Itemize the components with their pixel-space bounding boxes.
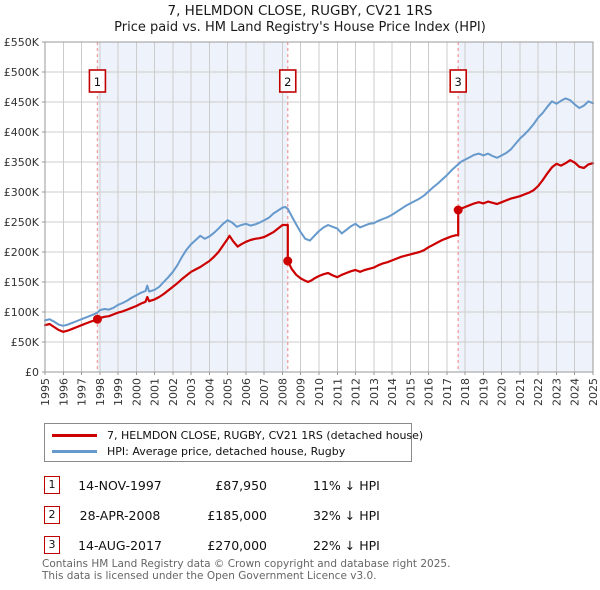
sale-point bbox=[92, 314, 102, 324]
sale-table-row: 3 14-AUG-2017 £270,000 22% ↓ HPI bbox=[0, 536, 600, 556]
x-tick-label: 1998 bbox=[94, 378, 107, 406]
y-tick-label: £400K bbox=[4, 126, 40, 139]
page-title: 7, HELMDON CLOSE, RUGBY, CV21 1RS bbox=[167, 3, 433, 19]
price-paid-line bbox=[43, 159, 595, 333]
x-tick-label: 2012 bbox=[350, 378, 363, 406]
x-tick-label: 2004 bbox=[203, 378, 216, 406]
sale-number-badge: 3 bbox=[44, 536, 60, 554]
y-tick-label: £350K bbox=[4, 156, 40, 169]
x-tick-label: 2002 bbox=[167, 378, 180, 406]
x-tick-label: 2013 bbox=[368, 378, 381, 406]
sale-marker-box bbox=[278, 69, 297, 93]
chart-legend: 7, HELMDON CLOSE, RUGBY, CV21 1RS (detac… bbox=[44, 423, 423, 462]
sale-marker-box bbox=[88, 69, 107, 93]
x-tick-label: 1999 bbox=[112, 378, 125, 406]
x-tick-label: 2010 bbox=[313, 378, 326, 406]
sale-number-badge: 2 bbox=[44, 506, 60, 524]
sale-marker-number: 2 bbox=[284, 75, 291, 89]
sale-point bbox=[453, 205, 463, 215]
sale-table-row: 2 28-APR-2008 £185,000 32% ↓ HPI bbox=[0, 506, 600, 526]
x-tick-label: 1996 bbox=[57, 378, 70, 406]
hpi-line-swatch bbox=[52, 449, 97, 453]
legend-label-price-paid: 7, HELMDON CLOSE, RUGBY, CV21 1RS (detac… bbox=[107, 428, 424, 442]
x-tick-label: 2015 bbox=[404, 378, 417, 406]
sale-vs-hpi: 11% ↓ HPI bbox=[313, 478, 380, 493]
ownership-shade bbox=[97, 42, 288, 372]
footer-licence: This data is licensed under the Open Gov… bbox=[42, 570, 377, 582]
x-tick-label: 2016 bbox=[423, 378, 436, 406]
sale-vs-hpi: 22% ↓ HPI bbox=[313, 538, 380, 553]
x-tick-label: 2009 bbox=[295, 378, 308, 406]
x-tick-label: 2025 bbox=[587, 378, 600, 406]
x-tick-label: 1997 bbox=[76, 378, 89, 406]
sale-price: £185,000 bbox=[207, 508, 267, 523]
y-tick-label: £50K bbox=[11, 336, 40, 349]
x-tick-label: 2006 bbox=[240, 378, 253, 406]
x-tick-label: 2020 bbox=[496, 378, 509, 406]
sale-point bbox=[283, 256, 293, 266]
y-tick-label: £300K bbox=[4, 186, 40, 199]
y-tick-label: £150K bbox=[4, 276, 40, 289]
legend-row-price-paid: 7, HELMDON CLOSE, RUGBY, CV21 1RS (detac… bbox=[52, 427, 423, 443]
sale-date: 28-APR-2008 bbox=[79, 508, 161, 523]
sale-marker-number: 1 bbox=[94, 75, 101, 89]
sale-date: 14-AUG-2017 bbox=[78, 538, 162, 553]
x-tick-label: 1995 bbox=[39, 378, 52, 406]
sale-price: £87,950 bbox=[215, 478, 267, 493]
y-tick-label: £450K bbox=[4, 96, 40, 109]
x-tick-label: 2011 bbox=[331, 378, 344, 406]
x-tick-label: 2005 bbox=[222, 378, 235, 406]
y-tick-label: £550K bbox=[4, 36, 40, 49]
ownership-shade bbox=[458, 42, 593, 372]
x-tick-label: 2014 bbox=[386, 378, 399, 406]
x-tick-label: 2018 bbox=[459, 378, 472, 406]
x-tick-label: 2019 bbox=[477, 378, 490, 406]
x-tick-label: 2024 bbox=[569, 378, 582, 406]
y-tick-label: £0 bbox=[25, 366, 39, 379]
x-tick-label: 2000 bbox=[130, 378, 143, 406]
sale-marker-box bbox=[449, 69, 467, 93]
x-tick-label: 2008 bbox=[276, 378, 289, 406]
x-tick-label: 2001 bbox=[149, 378, 162, 406]
page-subtitle: Price paid vs. HM Land Registry's House … bbox=[114, 20, 486, 35]
legend-row-hpi: HPI: Average price, detached house, Rugb… bbox=[52, 443, 411, 459]
sale-price: £270,000 bbox=[207, 538, 267, 553]
hpi-line bbox=[44, 97, 594, 327]
y-tick-label: £500K bbox=[4, 66, 40, 79]
x-tick-label: 2017 bbox=[441, 378, 454, 406]
legend-label-hpi: HPI: Average price, detached house, Rugb… bbox=[107, 444, 346, 458]
sale-date: 14-NOV-1997 bbox=[78, 478, 162, 493]
x-tick-label: 2023 bbox=[550, 378, 563, 406]
x-tick-label: 2007 bbox=[258, 378, 271, 406]
x-tick-label: 2003 bbox=[185, 378, 198, 406]
price-paid-line-swatch bbox=[52, 433, 97, 437]
y-tick-label: £200K bbox=[4, 246, 40, 259]
sale-table-row: 1 14-NOV-1997 £87,950 11% ↓ HPI bbox=[0, 476, 600, 496]
y-tick-label: £250K bbox=[4, 216, 40, 229]
sale-vs-hpi: 32% ↓ HPI bbox=[313, 508, 380, 523]
footer-copyright: Contains HM Land Registry data © Crown c… bbox=[42, 558, 451, 570]
x-tick-label: 2022 bbox=[532, 378, 545, 406]
y-tick-label: £100K bbox=[4, 306, 40, 319]
sale-marker-number: 3 bbox=[455, 75, 462, 89]
x-tick-label: 2021 bbox=[514, 378, 527, 406]
sale-number-badge: 1 bbox=[44, 476, 60, 494]
price-chart: 1 2 3 £0 £50K £100K £150K £200K £250K £300K £350K £… bbox=[4, 36, 600, 406]
